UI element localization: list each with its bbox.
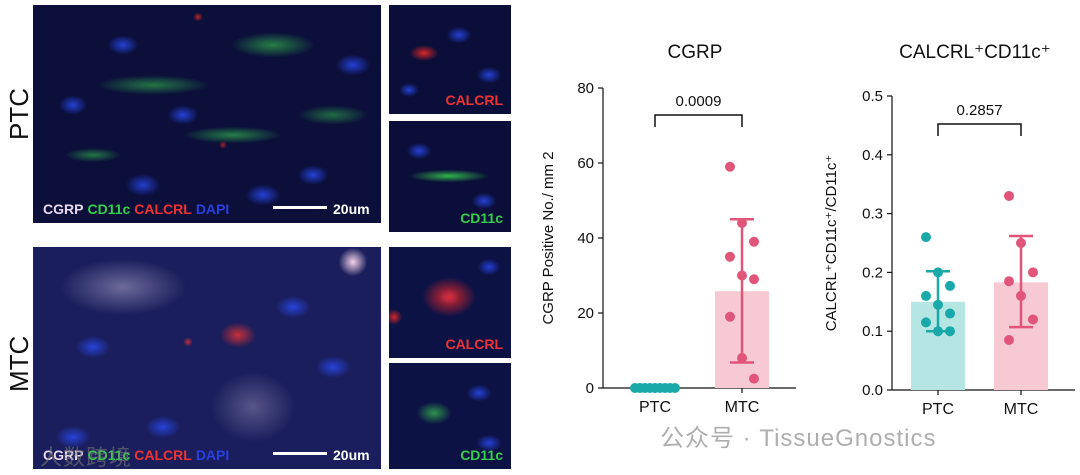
data-point-ptc [921, 232, 931, 243]
legend-cgrp: CGRP [43, 447, 84, 463]
ptc-inset-calcrl: CALCRL [389, 5, 511, 114]
inset-label: CD11c [460, 210, 503, 226]
scale-bar [273, 452, 327, 455]
data-point-mtc [749, 236, 759, 247]
data-point-mtc [1004, 335, 1014, 346]
x-tick-label: MTC [1004, 401, 1039, 418]
data-point-ptc [945, 308, 955, 319]
y-tick-label: 0.0 [862, 382, 883, 399]
legend-dapi: DAPI [195, 447, 230, 463]
legend-dapi: DAPI [195, 201, 230, 217]
significance-bracket [937, 123, 1022, 136]
significance-bracket [654, 114, 743, 127]
mtc-inset-cd11c: CD11c [389, 363, 511, 469]
data-point-mtc [1028, 314, 1038, 325]
p-value-label: 0.2857 [957, 102, 1003, 119]
row-label-mtc: MTC [4, 335, 34, 392]
legend-calcrl: CALCRL [134, 447, 192, 463]
data-point-mtc [737, 218, 747, 228]
y-tick-label: 0.2 [862, 264, 883, 281]
data-point-mtc [1016, 290, 1026, 301]
data-point-ptc [933, 267, 943, 278]
stain-legend: CGRP CD11c CALCRL DAPI [43, 201, 233, 217]
stain-legend: CGRP CD11c CALCRL DAPI [43, 447, 233, 463]
ptc-microscopy-image: CGRP CD11c CALCRL DAPI 20um [33, 5, 381, 223]
y-tick-label: 40 [577, 230, 594, 247]
data-point-mtc [737, 270, 747, 281]
legend-cgrp: CGRP [43, 201, 84, 217]
row-label-ptc: PTC [4, 88, 34, 140]
y-tick-label: 60 [577, 155, 594, 172]
data-point-mtc [725, 311, 735, 322]
x-tick-label: MTC [725, 399, 760, 416]
watermark-left: 人数跨境 [40, 445, 133, 470]
ptc-inset-cd11c: CD11c [389, 121, 511, 232]
y-tick-label: 0.4 [862, 147, 883, 164]
data-point-ptc [670, 383, 680, 393]
y-tick-label: 0.5 [862, 88, 883, 105]
y-tick-label: 20 [577, 305, 594, 322]
data-point-mtc [749, 373, 759, 384]
x-tick-label: PTC [922, 401, 954, 418]
data-point-mtc [1004, 276, 1014, 287]
legend-cd11c: CD11c [87, 201, 131, 217]
y-tick-label: 0.1 [862, 323, 883, 340]
data-point-mtc [737, 353, 747, 363]
watermark-right: 公众号 · TissueGnostics [660, 425, 937, 452]
data-point-ptc [945, 280, 955, 291]
data-point-mtc [725, 161, 735, 172]
scale-label: 20um [333, 447, 370, 463]
x-tick-label: PTC [639, 399, 671, 416]
data-point-mtc [725, 251, 735, 262]
data-point-ptc [921, 290, 931, 301]
data-point-mtc [1028, 267, 1038, 278]
data-point-ptc [945, 326, 955, 337]
inset-label: CD11c [460, 447, 503, 463]
data-point-ptc [933, 326, 943, 337]
y-tick-label: 0 [586, 380, 594, 397]
p-value-label: 0.0009 [676, 93, 722, 110]
legend-cd11c: CD11c [87, 447, 131, 463]
data-point-mtc [1004, 190, 1014, 201]
y-tick-label: 80 [577, 80, 594, 97]
y-axis-label: CGRP Positive No./ mm 2 [540, 151, 557, 324]
scale-label: 20um [333, 201, 370, 217]
y-tick-label: 0.3 [862, 206, 883, 223]
chart-area: CGRP 0 20 40 60 80 CGRP Positive No./ mm 2 PTC M… [540, 42, 1075, 418]
chart-title: CGRP [668, 42, 723, 63]
data-point-mtc [1016, 238, 1026, 248]
data-point-ptc [933, 299, 943, 310]
data-point-mtc [749, 274, 759, 285]
scale-bar [273, 206, 327, 209]
legend-calcrl: CALCRL [134, 201, 192, 217]
chart-title: CALCRL⁺CD11c⁺ [899, 42, 1051, 63]
inset-label: CALCRL [445, 92, 503, 108]
inset-label: CALCRL [445, 336, 503, 352]
mtc-microscopy-image: CGRP CD11c CALCRL DAPI 20um [33, 247, 381, 469]
mtc-inset-calcrl: CALCRL [389, 247, 511, 358]
data-point-ptc [921, 317, 931, 328]
y-axis-label: CALCRL⁺CD11c⁺/CD11c⁺ [823, 155, 840, 332]
